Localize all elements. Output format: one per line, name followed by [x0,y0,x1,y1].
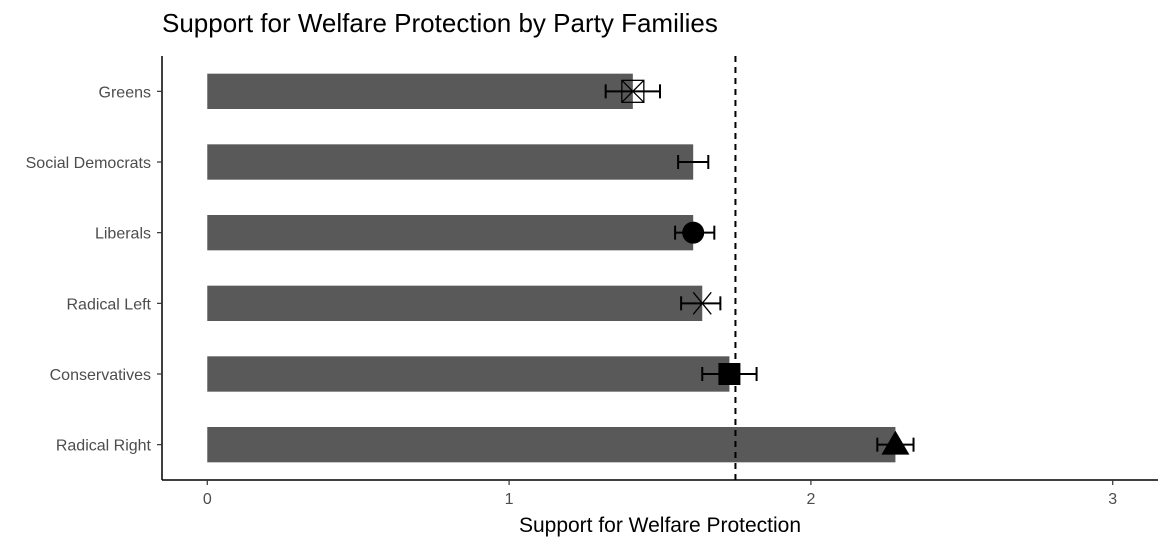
bar-greens [207,73,633,109]
marker-greens [621,79,645,103]
x-tick-label: 0 [203,491,212,508]
chart-title: Support for Welfare Protection by Party … [162,8,718,38]
marker-cross-line [621,79,645,103]
bar-social-democrats [207,144,694,180]
x-tick-label: 2 [806,491,815,508]
bar-radical-right [207,427,896,463]
marker-conservatives [718,363,741,385]
category-label: Conservatives [50,367,151,384]
error-bar-social-democrats [677,155,710,169]
category-label: Liberals [95,226,151,243]
marker-radical-right [881,430,910,455]
marker-radical-left [690,291,715,315]
x-tick-label: 3 [1108,491,1117,508]
category-label: Radical Right [56,438,152,455]
category-label: Greens [99,84,151,101]
marker-square-outline [621,79,645,103]
category-label: Social Democrats [26,155,151,172]
markers-layer [621,79,910,455]
axes-layer: Greens Social Democrats Liberals Radical Le… [26,56,1158,508]
bar-liberals [207,215,694,251]
bar-conservatives [207,356,730,392]
marker-asterisk-line [692,291,712,315]
bars-layer [207,73,896,463]
error-bars-layer [604,84,915,452]
x-axis-title: Support for Welfare Protection [519,514,801,537]
marker-liberals [682,221,705,244]
bar-radical-left [207,285,703,321]
category-label: Radical Left [67,296,152,313]
x-tick-label: 1 [505,491,514,508]
